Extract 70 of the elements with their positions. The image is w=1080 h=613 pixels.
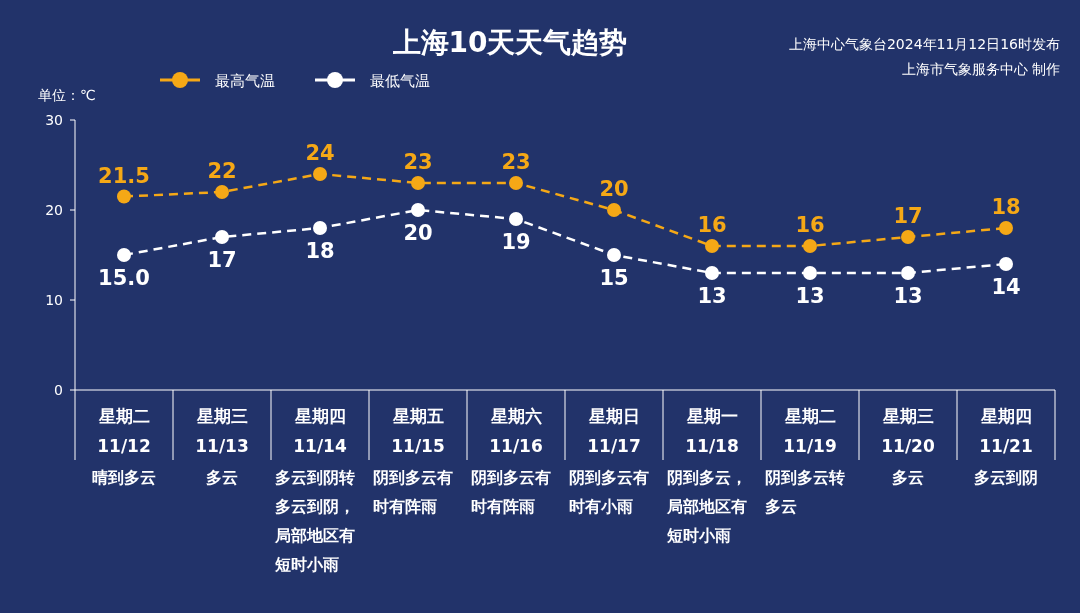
point: [509, 176, 523, 190]
y-tick-label: 0: [54, 382, 63, 398]
data-label: 15: [599, 266, 629, 290]
point: [803, 239, 817, 253]
x-tick-label: 星期日 11/17: [587, 406, 641, 456]
text: 多云到阴转多云到阴，局部地区有短时小雨: [275, 467, 356, 576]
text: 阴到多云转多云: [765, 467, 846, 518]
point: [117, 189, 131, 204]
text: 阴到多云，局部地区有短时小雨: [667, 467, 748, 547]
text: 阴到多云有时有阵雨: [373, 467, 454, 518]
point: [411, 203, 425, 217]
data-label: 17: [207, 248, 237, 272]
point: [803, 266, 817, 280]
x-tick-label: 星期六 11/16: [489, 406, 543, 456]
text: 阴到多云有时有阵雨: [471, 467, 552, 518]
data-label: 13: [893, 284, 923, 308]
text: 多云到阴: [973, 467, 1039, 489]
data-label: 17: [893, 204, 923, 228]
data-label: 20: [403, 221, 433, 245]
point: [705, 266, 719, 280]
x-tick-label: 星期四 11/21: [979, 406, 1033, 456]
point: [215, 230, 229, 244]
data-label: 18: [305, 239, 335, 263]
data-label: 16: [697, 213, 727, 237]
data-label: 22: [207, 159, 237, 183]
x-tick-label: 星期三 11/13: [195, 406, 249, 456]
y-tick-label: 20: [45, 202, 63, 218]
x-tick-label: 星期五 11/15: [391, 406, 445, 456]
data-label: 14: [991, 275, 1021, 299]
x-tick-label: 星期三 11/20: [881, 406, 935, 456]
data-label: 13: [795, 284, 825, 308]
data-label: 23: [501, 150, 531, 174]
x-tick-label: 星期四 11/14: [293, 406, 347, 456]
text: 多云: [205, 467, 239, 489]
point: [901, 266, 915, 280]
y-tick-label: 10: [45, 292, 63, 308]
x-tick-label: 星期二 11/19: [783, 406, 837, 456]
legend-label: 最高气温: [215, 72, 275, 90]
x-tick-label: 星期一 11/18: [685, 406, 739, 456]
text: 晴到多云: [91, 467, 157, 489]
data-label: 19: [501, 230, 531, 254]
text: 上海市气象服务中心 制作: [901, 61, 1060, 77]
point: [901, 230, 915, 244]
point: [509, 212, 523, 226]
point: [999, 221, 1013, 235]
point: [313, 221, 327, 235]
point: [999, 257, 1013, 271]
point: [117, 248, 131, 262]
point: [705, 239, 719, 253]
legend-label: 最低气温: [370, 72, 430, 90]
y-axis-title: 单位：℃: [38, 87, 96, 103]
data-label: 18: [991, 195, 1021, 219]
data-label: 15.0: [98, 266, 150, 290]
chart-title: 上海10天天气趋势: [391, 26, 628, 59]
data-label: 24: [305, 141, 335, 165]
data-label: 21.5: [98, 163, 150, 188]
point: [313, 167, 327, 181]
text: 上海中心气象台2024年11月12日16时发布: [788, 36, 1060, 52]
text: 阴到多云有时有小雨: [569, 467, 650, 518]
y-tick-label: 30: [45, 112, 63, 128]
point: [607, 248, 621, 262]
point: [607, 203, 621, 217]
data-label: 23: [403, 150, 433, 174]
point: [215, 185, 229, 199]
text: 多云: [891, 467, 925, 489]
data-label: 13: [697, 284, 727, 308]
x-tick-label: 星期二 11/12: [97, 406, 151, 456]
data-label: 20: [599, 177, 629, 201]
point: [411, 176, 425, 190]
data-label: 16: [795, 213, 825, 237]
